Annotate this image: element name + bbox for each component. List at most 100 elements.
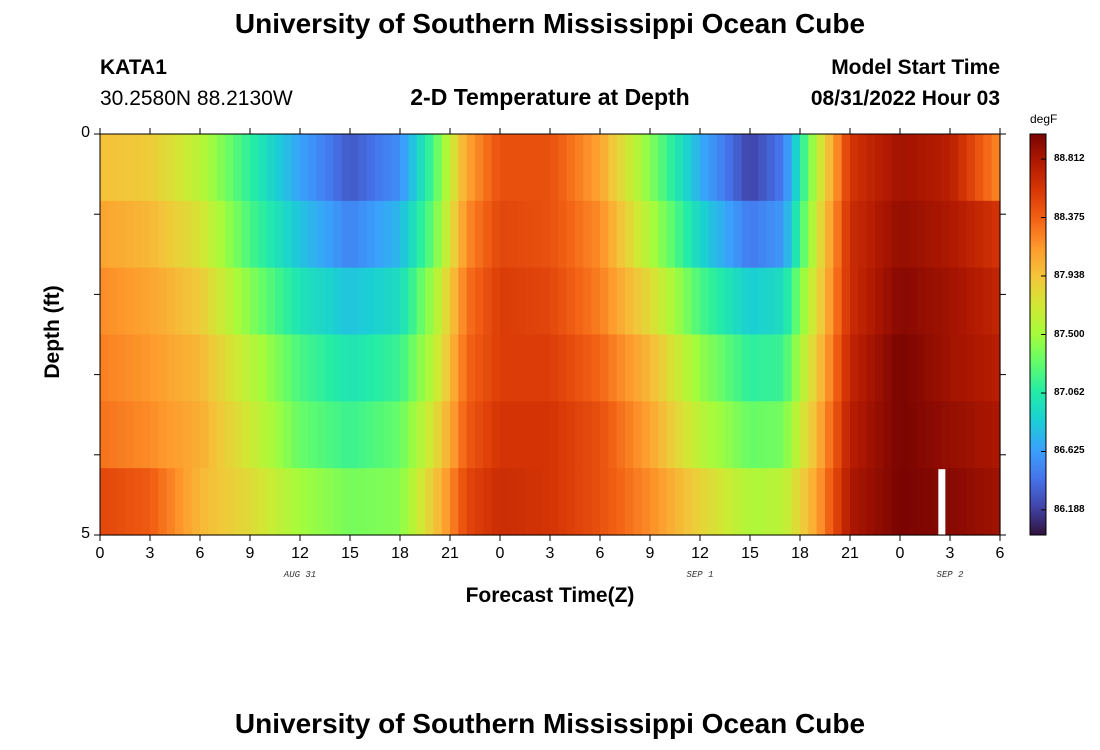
heatmap-cell: [900, 401, 909, 469]
heatmap-cell: [808, 401, 818, 469]
heatmap-cell: [375, 200, 384, 269]
heatmap-cell: [975, 200, 984, 269]
heatmap-cell: [141, 267, 151, 336]
heatmap-cell: [316, 468, 326, 536]
heatmap-cell: [125, 134, 134, 202]
heatmap-cell: [691, 134, 701, 202]
heatmap-cell: [591, 200, 601, 269]
heatmap-cell: [466, 401, 476, 469]
heatmap-cell: [991, 134, 1001, 202]
heatmap-cell: [533, 401, 543, 469]
heatmap-cell: [650, 134, 659, 202]
heatmap-cell: [475, 200, 484, 269]
heatmap-cell: [958, 267, 968, 336]
heatmap-cell: [441, 200, 451, 269]
heatmap-cell: [266, 401, 276, 469]
heatmap-cell: [300, 134, 309, 202]
heatmap-cell: [175, 200, 184, 269]
heatmap-cell: [950, 468, 959, 536]
x-tick-label: 6: [595, 545, 605, 562]
heatmap-cell: [641, 134, 651, 202]
heatmap-cell: [841, 267, 851, 336]
heatmap-cell: [558, 267, 568, 336]
heatmap-cell: [933, 401, 943, 469]
heatmap-cell: [150, 334, 159, 402]
heatmap-cell: [133, 267, 143, 336]
heatmap-cell: [125, 468, 134, 536]
heatmap-cell: [308, 200, 318, 269]
heatmap-cell: [550, 334, 559, 402]
heatmap-cell: [741, 334, 751, 402]
heatmap-cell: [508, 468, 518, 536]
heatmap-cell: [883, 468, 893, 536]
heatmap-cell: [366, 401, 376, 469]
x-tick-label: 6: [995, 545, 1005, 562]
heatmap-cell: [908, 267, 918, 336]
heatmap-cell: [616, 134, 626, 202]
heatmap-cell: [933, 267, 943, 336]
heatmap-cell: [291, 468, 301, 536]
heatmap-cell: [900, 468, 909, 536]
heatmap-cell: [350, 134, 359, 202]
heatmap-cell: [408, 468, 418, 536]
heatmap-cell: [916, 401, 926, 469]
heatmap-cell: [266, 134, 276, 202]
heatmap-cell: [516, 401, 526, 469]
heatmap-cell: [991, 401, 1001, 469]
heatmap-cell: [250, 134, 259, 202]
heatmap-cell: [133, 401, 143, 469]
heatmap-cell: [216, 468, 226, 536]
heatmap-cell: [858, 468, 868, 536]
x-tick-label: 21: [441, 545, 459, 562]
heatmap-cell: [975, 401, 984, 469]
heatmap-cell: [233, 134, 243, 202]
heatmap-cell: [175, 334, 184, 402]
heatmap-cell: [258, 134, 268, 202]
heatmap-cell: [641, 200, 651, 269]
heatmap-cell: [158, 334, 168, 402]
heatmap-cell: [741, 200, 751, 269]
heatmap-cell: [750, 468, 759, 536]
heatmap-cell: [341, 134, 351, 202]
heatmap-cell: [958, 334, 968, 402]
heatmap-cell: [308, 468, 318, 536]
heatmap-cell: [666, 134, 676, 202]
x-tick-label: 3: [145, 545, 155, 562]
heatmap-cell: [558, 134, 568, 202]
heatmap-cell: [916, 134, 926, 202]
heatmap-cell: [283, 401, 293, 469]
heatmap-cell: [416, 200, 426, 269]
heatmap-cell: [733, 200, 743, 269]
heatmap-cell: [516, 200, 526, 269]
heatmap-cell: [625, 468, 634, 536]
heatmap-cell: [166, 200, 176, 269]
heatmap-cell: [183, 468, 193, 536]
heatmap-cell: [150, 200, 159, 269]
heatmap-cell: [883, 334, 893, 402]
heatmap-cell: [850, 468, 859, 536]
heatmap-cell: [875, 468, 884, 536]
heatmap-cell: [566, 468, 576, 536]
heatmap-cell: [466, 468, 476, 536]
colorbar-tick-label: 86.188: [1054, 503, 1085, 515]
heatmap-cell: [391, 267, 401, 336]
heatmap-cell: [883, 200, 893, 269]
heatmap-cell: [258, 468, 268, 536]
heatmap-cell: [491, 334, 501, 402]
heatmap-cell: [908, 468, 918, 536]
heatmap-cell: [933, 334, 943, 402]
heatmap-cell: [366, 200, 376, 269]
heatmap-cell: [616, 267, 626, 336]
heatmap-cell: [200, 200, 209, 269]
heatmap-cell: [691, 468, 701, 536]
heatmap-cell: [858, 134, 868, 202]
heatmap-cell: [600, 134, 609, 202]
heatmap-cell: [816, 468, 826, 536]
heatmap-cell: [358, 200, 368, 269]
heatmap-cell: [225, 468, 234, 536]
heatmap-cell: [216, 334, 226, 402]
heatmap-cell: [108, 468, 118, 536]
heatmap-cell: [625, 134, 634, 202]
heatmap-cell: [841, 401, 851, 469]
heatmap-cell: [833, 468, 843, 536]
